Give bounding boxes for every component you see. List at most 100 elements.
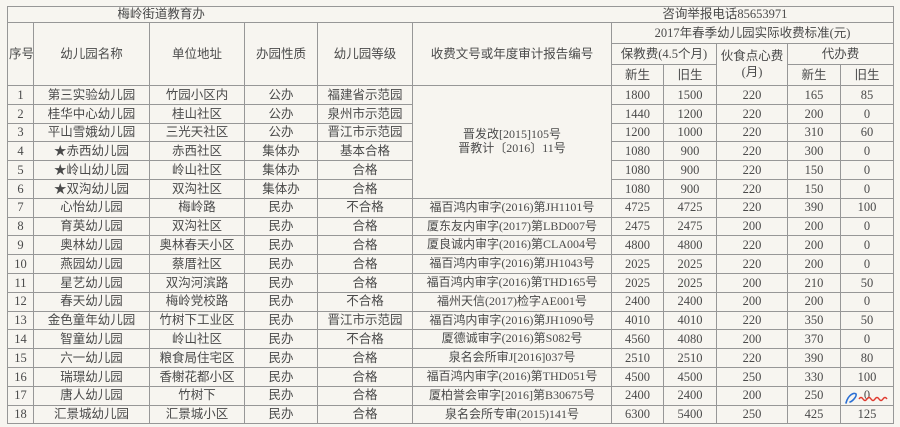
- col-header-grade: 幼儿园等级: [317, 22, 413, 86]
- table-cell: 集体办: [244, 178, 318, 199]
- table-cell: 汇景城小区: [149, 404, 245, 425]
- table-cell: 晋江市示范园: [317, 310, 413, 331]
- table-cell: 165: [787, 85, 841, 105]
- table-row: 3 平山雪娥幼儿园 三光天社区 公办 晋江市示范园 1200 1000 220 310 60: [7, 122, 895, 143]
- table-cell: 1200: [611, 122, 664, 143]
- table-row: 4 ★赤西幼儿园 赤西社区 集体办 基本合格 1080 900 220 300 0: [7, 141, 895, 162]
- table-cell: ★岭山幼儿园: [33, 160, 150, 180]
- food-fee-line1: 伙食点心费: [720, 48, 784, 63]
- table-cell: 18: [7, 404, 34, 425]
- table-cell: 390: [787, 197, 841, 218]
- table-cell: 集体办: [244, 141, 318, 162]
- table-cell: 4800: [663, 235, 717, 256]
- table-cell: 0: [839, 385, 895, 406]
- table-row: 2 桂华中心幼儿园 桂山社区 公办 泉州市示范园 1440 1200 220 200 0: [7, 103, 895, 124]
- table-row: 18 汇景城幼儿园 汇景城小区 民办 合格 泉名会所专审(2015)141号 6300 540…: [7, 404, 895, 425]
- col-header-seq: 序号: [7, 22, 34, 86]
- table-cell: 4: [7, 141, 34, 162]
- table-cell: 赤西社区: [149, 141, 245, 162]
- table-cell: 民办: [244, 235, 318, 256]
- table-cell: 桂华中心幼儿园: [33, 103, 150, 124]
- table-cell: 200: [787, 216, 841, 237]
- table-cell: 双沟社区: [149, 178, 245, 199]
- col-header-address: 单位地址: [149, 22, 245, 86]
- table-cell: 220: [716, 254, 788, 274]
- table-cell: 厦柏誉会审字[2016]第B30675号: [412, 385, 612, 406]
- table-cell: 370: [787, 329, 841, 350]
- table-cell: 民办: [244, 348, 318, 368]
- merged-doc-cell: 晋发改[2015]105号 晋教计〔2016〕11号: [412, 85, 612, 199]
- table-cell: 不合格: [317, 291, 413, 312]
- table-cell: 15: [7, 348, 34, 368]
- table-cell: 唐人幼儿园: [33, 385, 150, 406]
- table-cell: 蔡厝社区: [149, 254, 245, 274]
- table-cell: 2400: [663, 291, 717, 312]
- table-cell: 10: [7, 254, 34, 274]
- table-cell: 220: [716, 141, 788, 162]
- table-cell: 250: [716, 404, 788, 425]
- table-cell: 150: [787, 160, 841, 180]
- table-cell: 4500: [663, 366, 717, 387]
- table-cell: 双沟社区: [149, 216, 245, 237]
- table-cell: 14: [7, 329, 34, 350]
- table-cell: 200: [716, 385, 788, 406]
- care-new-header: 新生: [611, 64, 664, 86]
- table-cell: 2475: [611, 216, 664, 237]
- table-cell: 60: [839, 122, 895, 143]
- table-cell: 2400: [663, 385, 717, 406]
- table-cell: 0: [839, 329, 895, 350]
- fee-table-sheet: 梅岭街道教育办 咨询举报电话85653971 序号 幼儿园名称 单位地址 办园性…: [6, 6, 895, 425]
- table-cell: 50: [839, 272, 895, 293]
- table-cell: 智童幼儿园: [33, 329, 150, 350]
- table-cell: 4080: [663, 329, 717, 350]
- table-cell: 集体办: [244, 160, 318, 180]
- table-cell: 不合格: [317, 329, 413, 350]
- table-cell: 合格: [317, 366, 413, 387]
- table-cell: 1440: [611, 103, 664, 124]
- table-cell: 5400: [663, 404, 717, 425]
- table-cell: 民办: [244, 216, 318, 237]
- table-cell: 0: [839, 216, 895, 237]
- agency-old-header: 旧生: [839, 64, 895, 86]
- table-cell: 晋江市示范园: [317, 122, 413, 143]
- table-cell: 竹园小区内: [149, 85, 245, 105]
- table-cell: 0: [839, 160, 895, 180]
- table-cell: 2025: [663, 272, 717, 293]
- table-cell: 民办: [244, 272, 318, 293]
- table-cell: 5: [7, 160, 34, 180]
- table-cell: 福建省示范园: [317, 85, 413, 105]
- table-cell: 汇景城幼儿园: [33, 404, 150, 425]
- kindergarten-fee-table: 梅岭街道教育办 咨询举报电话85653971 序号 幼儿园名称 单位地址 办园性…: [6, 6, 895, 425]
- table-cell: 泉名会所审J[2016]037号: [412, 348, 612, 368]
- table-cell: 竹树下工业区: [149, 310, 245, 331]
- table-cell: 4800: [611, 235, 664, 256]
- table-cell: 福百鸿内审字(2016)第JH1090号: [412, 310, 612, 331]
- col-header-doc: 收费文号或年度审计报告编号: [412, 22, 612, 86]
- table-cell: 0: [839, 254, 895, 274]
- table-cell: 福百鸿内审字(2016)第JH1101号: [412, 197, 612, 218]
- table-cell: 星艺幼儿园: [33, 272, 150, 293]
- table-cell: 200: [787, 235, 841, 256]
- table-cell: 民办: [244, 197, 318, 218]
- table-cell: 六一幼儿园: [33, 348, 150, 368]
- table-cell: 350: [787, 310, 841, 331]
- table-body: 1 第三实验幼儿园 竹园小区内 公办 福建省示范园 晋发改[2015]105号 晋教计〔20…: [7, 85, 895, 425]
- table-cell: 1080: [611, 141, 664, 162]
- food-fee-line2: (月): [741, 64, 763, 79]
- food-fee-header: 伙食点心费 (月): [716, 43, 788, 86]
- table-cell: 公办: [244, 85, 318, 105]
- table-cell: 220: [716, 122, 788, 143]
- table-cell: 0: [839, 291, 895, 312]
- table-cell: 泉名会所专审(2015)141号: [412, 404, 612, 425]
- table-cell: 50: [839, 310, 895, 331]
- table-row: 10 燕园幼儿园 蔡厝社区 民办 合格 福百鸿内审字(2016)第JH1043号 2025 2…: [7, 254, 895, 274]
- table-cell: 合格: [317, 348, 413, 368]
- table-cell: 1080: [611, 178, 664, 199]
- table-cell: 425: [787, 404, 841, 425]
- table-cell: 200: [716, 329, 788, 350]
- table-cell: 福州天信(2017)检字AE001号: [412, 291, 612, 312]
- table-cell: 390: [787, 348, 841, 368]
- table-cell: 12: [7, 291, 34, 312]
- table-cell: 220: [716, 160, 788, 180]
- table-cell: 育英幼儿园: [33, 216, 150, 237]
